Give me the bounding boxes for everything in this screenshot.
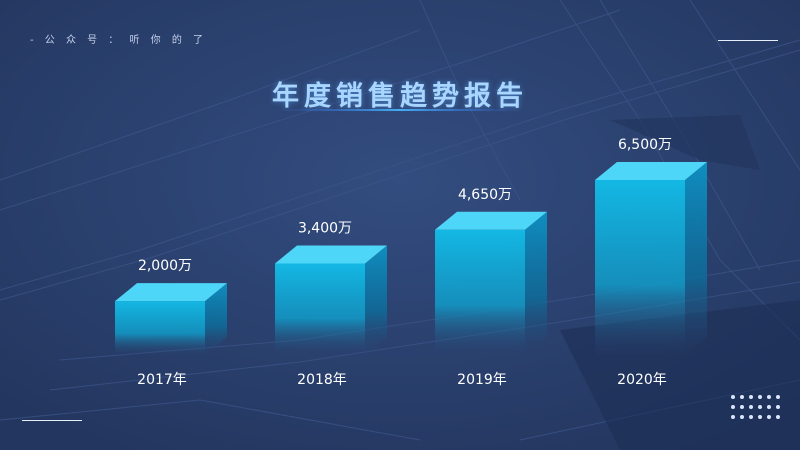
decorative-dot [758,405,762,409]
decorative-dot [740,415,744,419]
watermark-text: - 公 众 号 ： 听 你 的 了 [30,35,208,46]
data-label-2017年: 2,000万 [138,258,192,274]
category-label-2018年: 2018年 [297,372,347,388]
bar-top-2020年 [595,162,707,180]
decorative-dot [749,415,753,419]
decorative-line-top-right [718,40,778,41]
data-label-2018年: 3,400万 [298,220,352,236]
category-label-2019年: 2019年 [457,372,507,388]
decorative-dot [776,415,780,419]
bar-side-2020年 [685,162,707,355]
bar-front-2017年 [115,301,205,355]
bar-front-2018年 [275,263,365,355]
page-title: 年度销售趋势报告 [272,81,528,112]
decorative-dot [731,405,735,409]
decorative-dot [767,415,771,419]
decorative-dot [776,395,780,399]
decorative-dot [731,395,735,399]
category-label-2017年: 2017年 [137,372,187,388]
bar-top-2019年 [435,211,547,230]
bar-front-2020年 [595,180,685,355]
bar-side-2018年 [365,245,387,355]
bar-top-2018年 [275,245,387,264]
bar-side-2017年 [205,283,227,355]
decorative-line-bottom-left [22,420,82,421]
decorative-dot [749,395,753,399]
decorative-dot [767,395,771,399]
decorative-dot [749,405,753,409]
decorative-dot [776,405,780,409]
bar-top-2017年 [115,283,227,302]
decorative-dot [731,415,735,419]
decorative-dot [740,405,744,409]
decorative-dot [758,395,762,399]
category-label-2020年: 2020年 [617,372,667,388]
decorative-dot [740,395,744,399]
decorative-dot-grid [731,395,780,425]
decorative-dot [767,405,771,409]
data-label-2019年: 4,650万 [458,187,512,203]
decorative-dot [758,415,762,419]
data-label-2020年: 6,500万 [618,137,672,153]
bar-front-2019年 [435,229,525,355]
bar-side-2019年 [525,211,547,355]
